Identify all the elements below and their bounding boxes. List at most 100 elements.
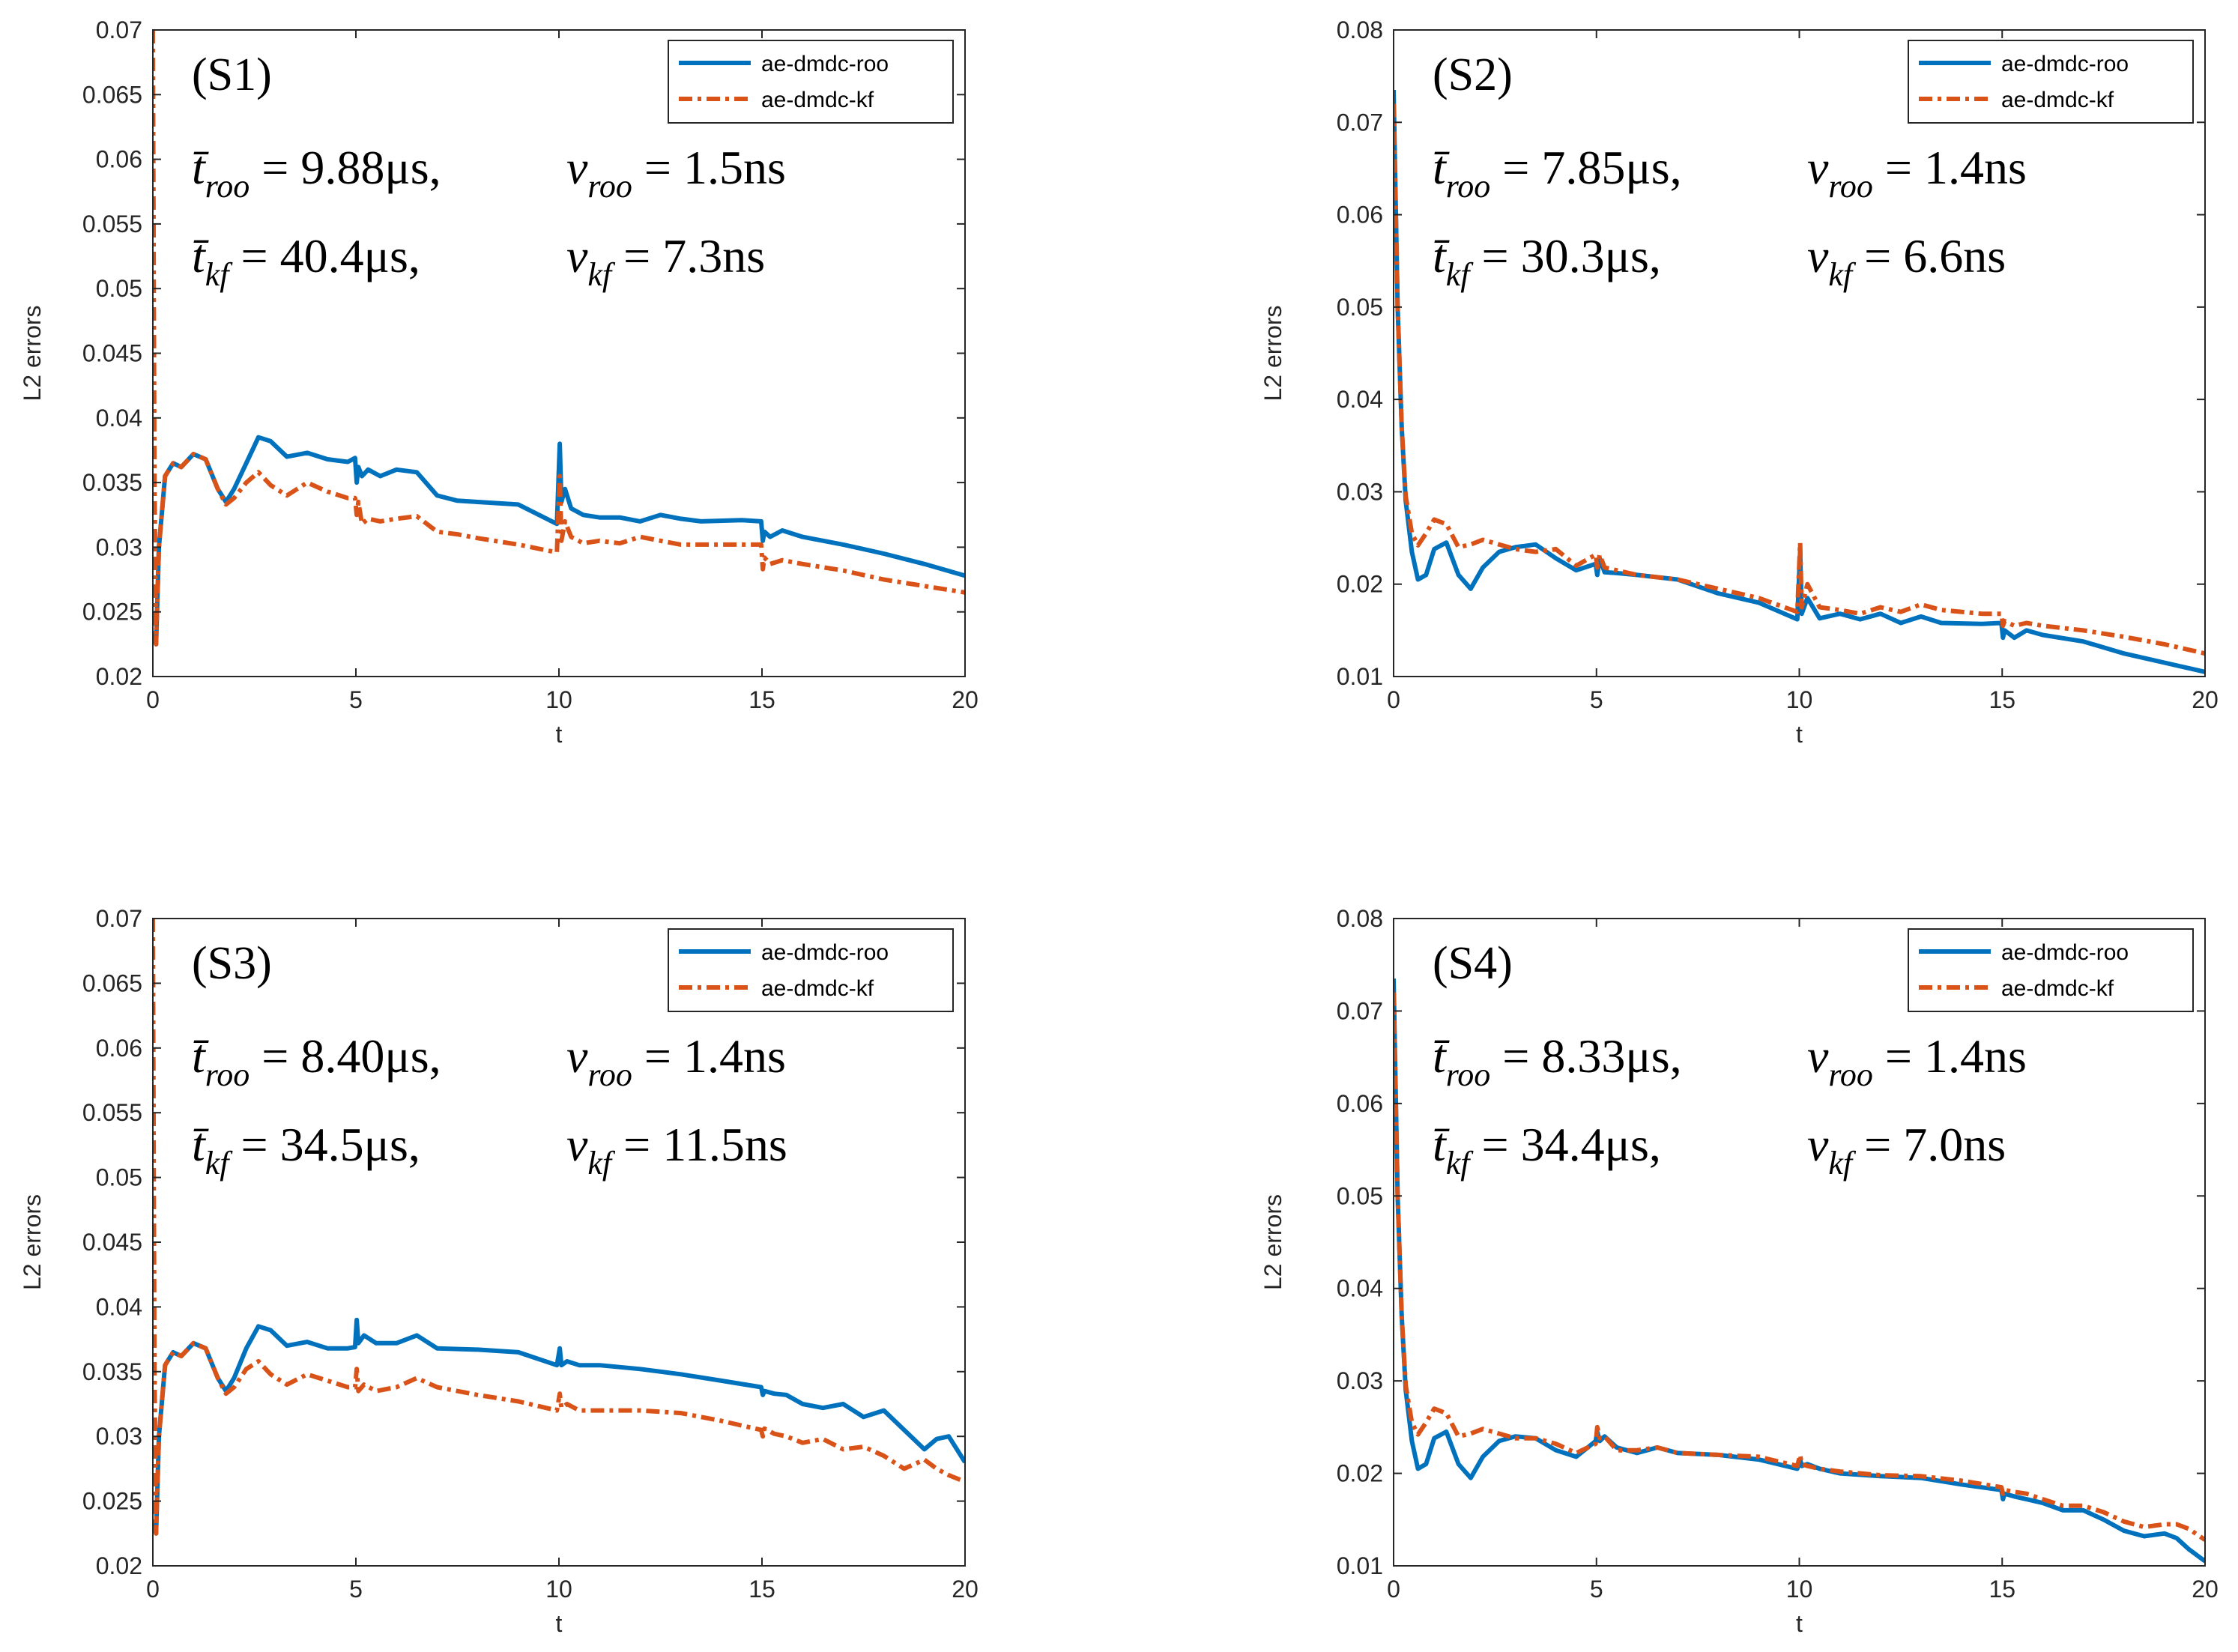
y-tick-label: 0.045 <box>82 340 142 367</box>
y-tick-label: 0.025 <box>82 1488 142 1515</box>
chart-panel-2: 0 5 10 15 20 0.01 0.02 0.03 0.04 0.05 0.06 0.07 0.08… <box>1259 16 2219 748</box>
annotation-variance: νkf = 6.6ns <box>1807 229 2006 293</box>
legend-label: ae-dmdc-roo <box>2001 52 2129 76</box>
y-tick-label: 0.055 <box>82 211 142 237</box>
x-tick-label: 5 <box>1590 1576 1603 1603</box>
y-axis-label: L2 errors <box>1259 1194 1286 1290</box>
y-tick-label: 0.06 <box>96 1035 142 1062</box>
x-axis-label: t <box>556 1610 563 1637</box>
y-tick-label: 0.065 <box>82 969 142 996</box>
x-tick-label: 5 <box>1590 686 1603 713</box>
annotation-time: t̄kf = 34.5μs, <box>192 1118 420 1181</box>
series-line-ae-dmdc-kf <box>153 919 965 1536</box>
x-axis-label: t <box>556 721 563 748</box>
legend-label: ae-dmdc-kf <box>2001 88 2114 112</box>
y-tick-label: 0.07 <box>1337 997 1383 1024</box>
x-axis-label: t <box>1796 721 1803 748</box>
annotation-time: t̄roo = 8.40μs, <box>192 1029 441 1093</box>
annotation-time: t̄roo = 8.33μs, <box>1433 1029 1682 1093</box>
x-tick-label: 15 <box>748 686 775 713</box>
x-tick-label: 20 <box>952 686 979 713</box>
annotation-variance: νroo = 1.4ns <box>1807 141 2027 205</box>
y-tick-label: 0.035 <box>82 469 142 496</box>
annotation-variance: νroo = 1.4ns <box>566 1029 786 1093</box>
plot-area <box>153 919 965 1566</box>
x-tick-label: 20 <box>952 1576 979 1603</box>
legend-label: ae-dmdc-roo <box>761 940 889 965</box>
legend-label: ae-dmdc-roo <box>761 52 889 76</box>
y-axis-label: L2 errors <box>1259 305 1286 401</box>
x-tick-label: 10 <box>1786 1576 1813 1603</box>
legend: ae-dmdc-roo ae-dmdc-kf <box>668 928 954 1012</box>
y-tick-label: 0.02 <box>96 1552 142 1579</box>
y-tick-label: 0.025 <box>82 599 142 626</box>
x-tick-label: 10 <box>545 1576 572 1603</box>
legend-box <box>668 40 954 124</box>
annotation-variance: νkf = 7.3ns <box>566 229 765 293</box>
panel-label: (S2) <box>1433 49 1513 100</box>
y-tick-label: 0.01 <box>1337 663 1383 690</box>
legend: ae-dmdc-roo ae-dmdc-kf <box>668 40 954 124</box>
y-tick-label: 0.045 <box>82 1229 142 1256</box>
panel-label: (S1) <box>192 49 272 100</box>
y-tick-label: 0.06 <box>96 146 142 173</box>
panel-label: (S4) <box>1433 938 1513 989</box>
legend: ae-dmdc-roo ae-dmdc-kf <box>1908 928 2194 1012</box>
y-tick-label: 0.04 <box>1337 386 1383 413</box>
y-tick-label: 0.06 <box>1337 202 1383 229</box>
y-tick-label: 0.08 <box>1337 905 1383 932</box>
annotation-time: t̄roo = 7.85μs, <box>1433 141 1682 205</box>
y-tick-label: 0.01 <box>1337 1552 1383 1579</box>
legend-box <box>1908 928 2194 1012</box>
x-tick-label: 20 <box>2192 686 2219 713</box>
y-tick-label: 0.04 <box>96 405 142 432</box>
annotation-time: t̄kf = 30.3μs, <box>1433 229 1661 293</box>
y-tick-label: 0.08 <box>1337 16 1383 43</box>
y-axis-label: L2 errors <box>19 305 46 401</box>
series-line-ae-dmdc-kf <box>1394 992 2205 1542</box>
chart-panel-1: 0 5 10 15 20 0.02 0.025 0.03 0.035 0.04 0.045 0.05 0… <box>19 16 979 748</box>
annotation-variance: νroo = 1.4ns <box>1807 1029 2027 1093</box>
y-tick-label: 0.04 <box>1337 1275 1383 1302</box>
y-tick-label: 0.02 <box>96 663 142 690</box>
y-tick-label: 0.06 <box>1337 1090 1383 1117</box>
y-tick-label: 0.03 <box>96 533 142 560</box>
y-axis-label: L2 errors <box>19 1194 46 1290</box>
y-tick-label: 0.04 <box>96 1293 142 1320</box>
x-tick-label: 0 <box>146 686 160 713</box>
y-tick-label: 0.03 <box>1337 478 1383 505</box>
legend-label: ae-dmdc-kf <box>2001 976 2114 1001</box>
y-tick-label: 0.03 <box>1337 1367 1383 1394</box>
x-tick-label: 0 <box>1387 686 1400 713</box>
y-tick-label: 0.065 <box>82 81 142 108</box>
y-tick-label: 0.035 <box>82 1358 142 1385</box>
chart-panel-4: 0 5 10 15 20 0.01 0.02 0.03 0.04 0.05 0.06 0.07 0.08… <box>1259 905 2219 1637</box>
legend-label: ae-dmdc-kf <box>761 976 874 1001</box>
x-tick-label: 10 <box>1786 686 1813 713</box>
y-tick-label: 0.07 <box>1337 109 1383 136</box>
y-tick-label: 0.05 <box>96 275 142 302</box>
panel-label: (S3) <box>192 938 272 989</box>
x-tick-label: 10 <box>545 686 572 713</box>
legend: ae-dmdc-roo ae-dmdc-kf <box>1908 40 2194 124</box>
y-tick-label: 0.05 <box>1337 294 1383 321</box>
x-tick-label: 0 <box>146 1576 160 1603</box>
x-tick-label: 5 <box>349 686 363 713</box>
annotation-variance: νkf = 7.0ns <box>1807 1118 2006 1181</box>
y-tick-label: 0.07 <box>96 905 142 932</box>
y-tick-label: 0.02 <box>1337 571 1383 598</box>
legend-box <box>1908 40 2194 124</box>
y-tick-label: 0.05 <box>1337 1182 1383 1209</box>
plot-area <box>153 30 965 677</box>
x-tick-label: 20 <box>2192 1576 2219 1603</box>
x-tick-label: 15 <box>748 1576 775 1603</box>
x-tick-label: 5 <box>349 1576 363 1603</box>
annotation-variance: νkf = 11.5ns <box>566 1118 787 1181</box>
legend-label: ae-dmdc-kf <box>761 88 874 112</box>
chart-panel-3: 0 5 10 15 20 0.02 0.025 0.03 0.035 0.04 0.045 0.05 0… <box>19 905 979 1637</box>
y-tick-label: 0.05 <box>96 1164 142 1191</box>
x-axis-label: t <box>1796 1610 1803 1637</box>
legend-label: ae-dmdc-roo <box>2001 940 2129 965</box>
annotation-time: t̄roo = 9.88μs, <box>192 141 441 205</box>
